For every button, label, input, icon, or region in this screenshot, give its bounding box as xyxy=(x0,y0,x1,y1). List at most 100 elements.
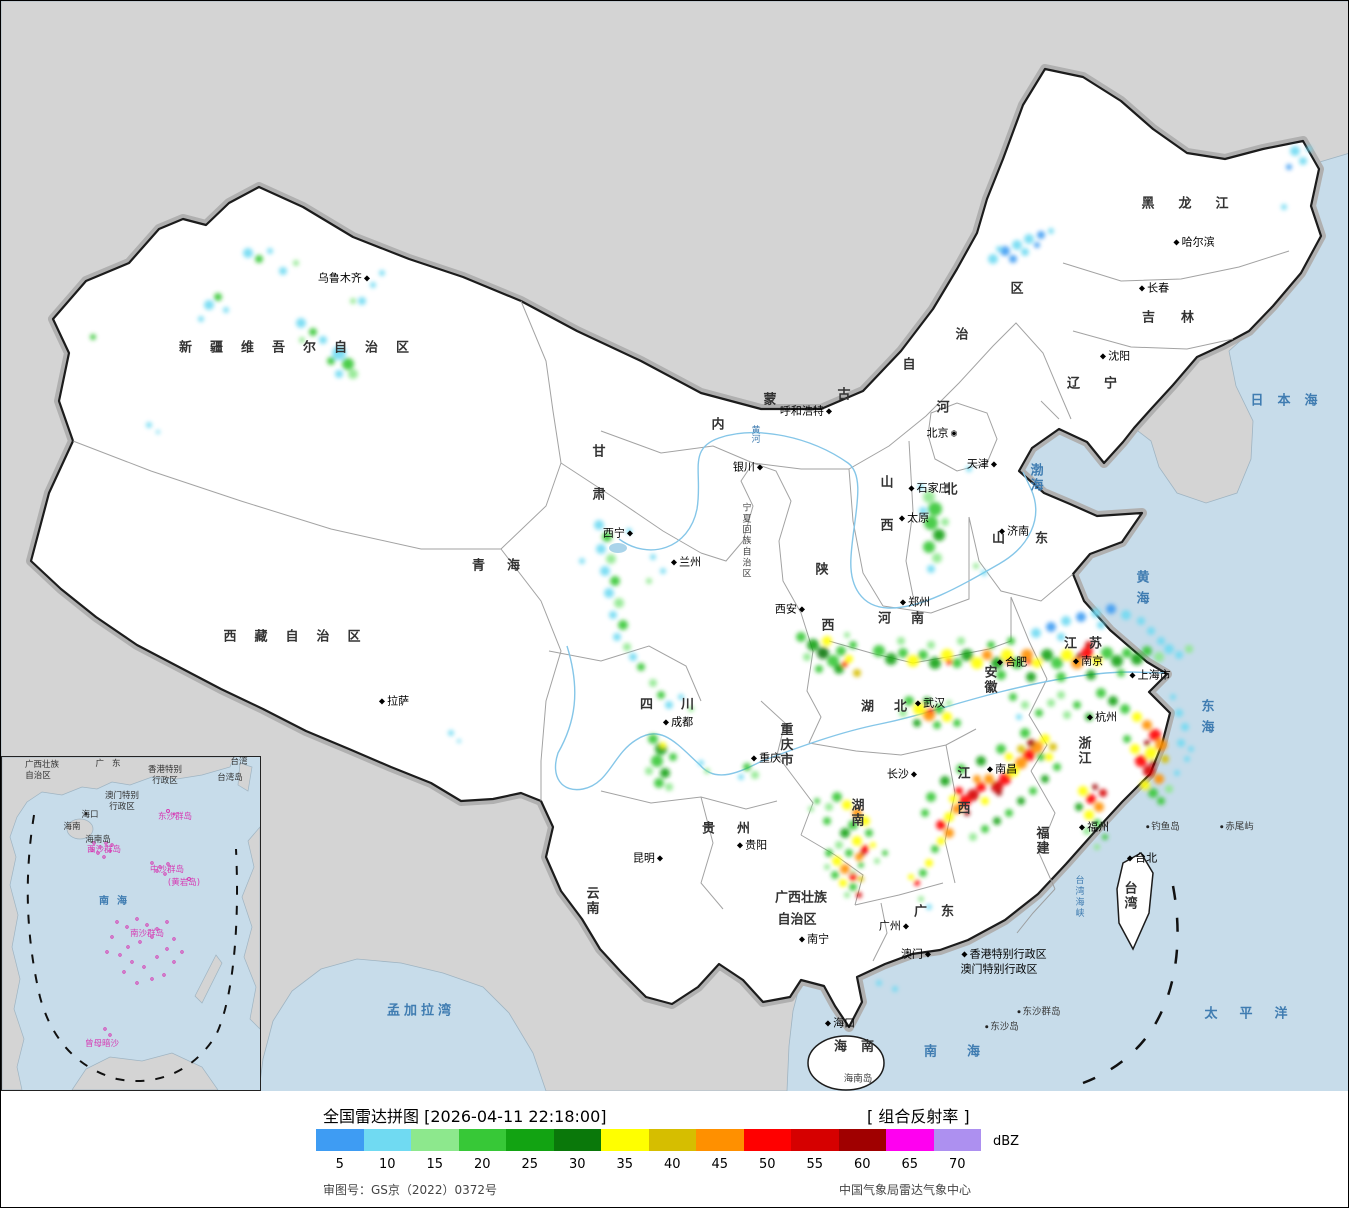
city-name: 合肥 xyxy=(1005,655,1028,669)
yangtze-river xyxy=(554,645,1165,791)
radar-echo xyxy=(1009,693,1017,701)
radar-echo xyxy=(1053,763,1061,771)
radar-echo xyxy=(842,661,848,667)
colorbar-tick: 15 xyxy=(426,1157,444,1172)
radar-echo xyxy=(1122,648,1132,658)
radar-echo xyxy=(1086,794,1096,804)
sea-label-text: 日本海 xyxy=(1250,393,1332,409)
radar-echo xyxy=(1048,228,1054,234)
inset-label-text: (黄岩岛) xyxy=(167,877,201,888)
island-label-text: 东沙群岛 xyxy=(1022,1006,1061,1018)
inset-label-text: 海口 xyxy=(81,809,99,820)
sea-label-text: 孟加拉湾 xyxy=(386,1003,456,1019)
colorbar-swatch xyxy=(696,1129,744,1151)
inset-label-text: 南沙群岛 xyxy=(129,928,165,939)
city-name: 昆明 xyxy=(632,851,655,865)
city-name: 澳门 xyxy=(900,947,923,961)
city-label: ◆ 海口 xyxy=(823,1018,855,1029)
inset-label: 东沙群岛 xyxy=(158,813,192,822)
province-label-text: 黑龙江 xyxy=(1141,196,1253,212)
province-label: 江西 xyxy=(955,766,970,836)
radar-echo xyxy=(1057,691,1065,699)
city-name: 福州 xyxy=(1087,820,1110,834)
colorbar-tick: 20 xyxy=(473,1157,491,1172)
radar-echo xyxy=(1131,653,1143,665)
province-label-text: 宁夏回族自治区 xyxy=(740,502,751,580)
inset-label: 行政区 xyxy=(109,803,135,812)
radar-echo xyxy=(1006,659,1012,665)
colorbar-tick: 45 xyxy=(711,1157,729,1172)
radar-echo xyxy=(946,700,952,706)
colorbar-cell: 35 xyxy=(601,1129,649,1172)
radar-echo xyxy=(1177,739,1185,747)
island-label-text: 赤尾屿 xyxy=(1225,821,1254,833)
city-label: 广州 ◆ xyxy=(879,921,911,932)
radar-echo xyxy=(1157,797,1165,805)
radar-echo xyxy=(626,528,632,534)
inset-sea xyxy=(2,757,260,1090)
province-label-text: 重庆市 xyxy=(777,722,793,768)
island-label-text: 东沙岛 xyxy=(990,1021,1019,1033)
province-label: 古 xyxy=(837,389,850,402)
city-marker-icon: ◆ xyxy=(961,949,968,959)
colorbar-swatch xyxy=(601,1129,649,1151)
radar-echo xyxy=(996,670,1006,680)
radar-echo xyxy=(1009,255,1017,263)
radar-echo xyxy=(309,328,317,336)
city-label: 呼和浩特 ◆ xyxy=(780,406,834,417)
radar-echo xyxy=(1147,627,1155,635)
province-label: 北 xyxy=(944,484,957,497)
city-marker-icon: ◆ xyxy=(986,764,994,774)
province-label-text: 自治区 xyxy=(777,912,817,928)
radar-echo xyxy=(1041,649,1053,661)
radar-echo xyxy=(933,721,941,729)
city-marker-icon: ◆ xyxy=(908,483,915,493)
radar-echo xyxy=(1076,612,1086,622)
south-china-sea-inset: 广西壮族 自治区 广东 香港特别 行政区 台湾 台湾岛 澳门特别 行政区 海口 海南 海南岛 东沙群岛西… xyxy=(1,756,261,1091)
radar-echo xyxy=(1149,729,1161,741)
province-label: 自治区 xyxy=(777,914,816,927)
city-marker-icon: ◆ xyxy=(824,1018,832,1028)
radar-echo xyxy=(279,267,287,275)
radar-echo xyxy=(988,254,998,264)
radar-echo xyxy=(987,641,995,649)
island-label: 东沙群岛 xyxy=(1017,1006,1061,1018)
inset-label: 广西壮族 xyxy=(25,761,59,770)
province-label: 西 xyxy=(821,620,834,633)
inset-mainland xyxy=(1,756,235,1091)
radar-echo xyxy=(1057,633,1065,641)
colorbar-swatch xyxy=(743,1129,791,1151)
radar-echo xyxy=(1007,637,1015,645)
radar-echo xyxy=(1078,786,1088,796)
city-label: ◆ 太原 xyxy=(897,513,929,524)
radar-echo xyxy=(604,588,614,598)
city-label: ◆ 上海市 xyxy=(1127,670,1170,681)
radar-echo xyxy=(335,370,343,378)
radar-echo xyxy=(1021,701,1029,709)
radar-echo xyxy=(904,696,914,706)
province-label: 青海 xyxy=(472,560,542,573)
city-name: 海口 xyxy=(833,1016,856,1030)
radar-echo xyxy=(815,665,823,673)
inset-label-text: 东沙群岛 xyxy=(157,811,193,822)
radar-echo xyxy=(836,646,846,656)
city-label: ◆ 南京 xyxy=(1071,656,1103,667)
radar-echo xyxy=(1086,670,1096,680)
radar-echo xyxy=(937,837,945,845)
inset-labels: 广西壮族 自治区 广东 香港特别 行政区 台湾 台湾岛 澳门特别 行政区 海口 海南 海南岛 东沙群岛西… xyxy=(2,757,262,1092)
radar-echo xyxy=(600,566,610,576)
radar-echo xyxy=(293,260,299,266)
radar-echo xyxy=(1094,844,1100,850)
radar-echo xyxy=(1164,644,1174,654)
colorbar-cell: 60 xyxy=(838,1129,886,1172)
radar-echo xyxy=(796,632,806,642)
radar-echo xyxy=(665,783,673,791)
inset-label-text: 行政区 xyxy=(109,801,135,812)
radar-echo xyxy=(669,753,677,761)
radar-echo xyxy=(832,856,842,866)
radar-echo xyxy=(1007,765,1019,777)
radar-echo xyxy=(1083,827,1091,835)
city-label: 西安 ◆ xyxy=(775,604,807,615)
inset-label-text: 西沙群岛 xyxy=(86,844,122,855)
radar-echo xyxy=(1286,164,1292,170)
